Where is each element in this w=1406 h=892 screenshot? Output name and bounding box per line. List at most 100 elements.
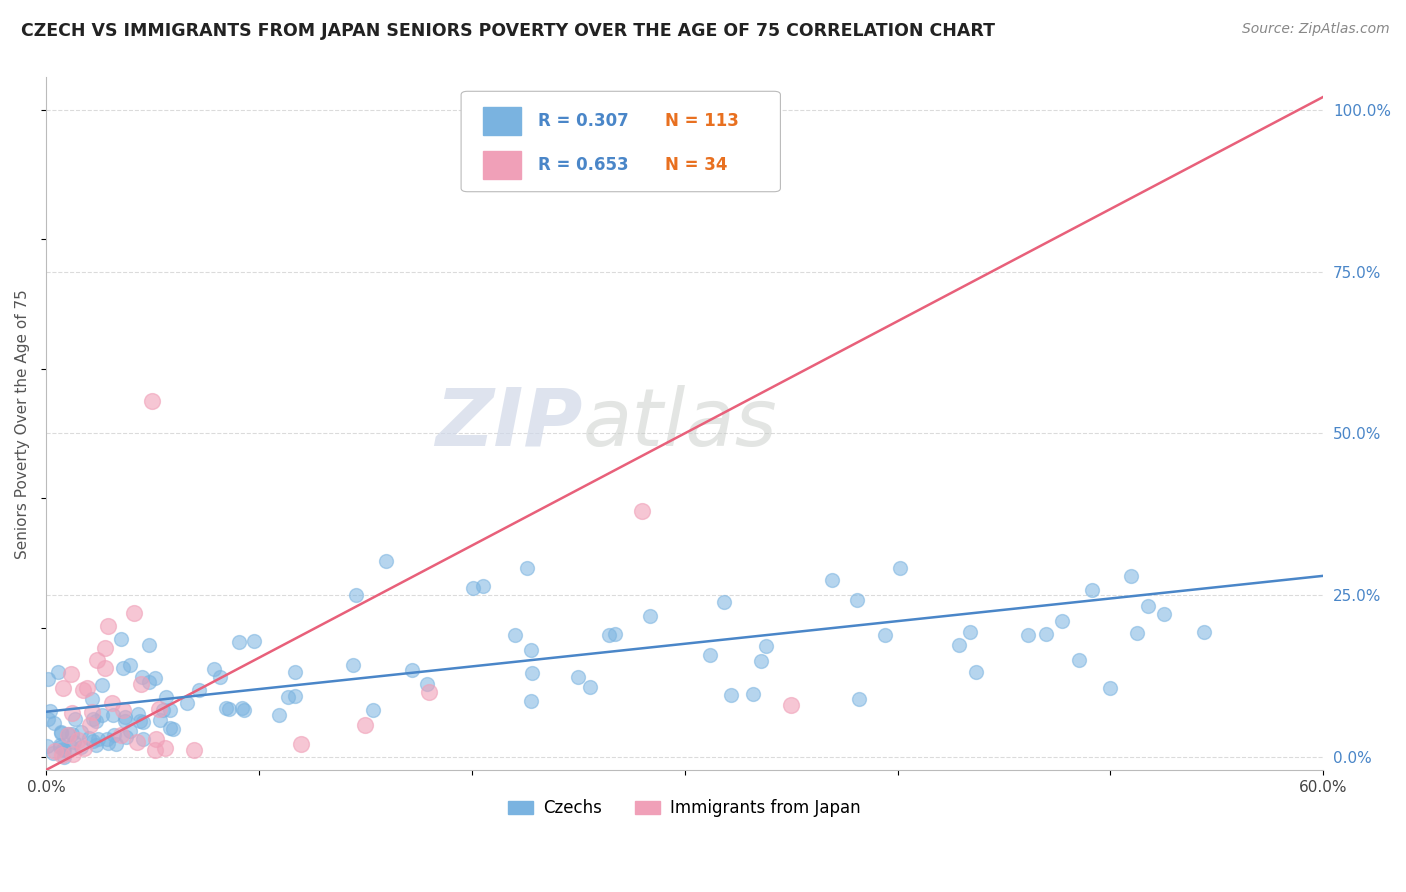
Point [60,666,83,681]
Point [132,732,155,747]
Point [755,640,778,654]
Point [1137,599,1160,614]
Point [176,696,198,710]
Point [520,642,543,657]
Point [143,743,166,757]
Text: Source: ZipAtlas.com: Source: ZipAtlas.com [1241,22,1389,37]
Point [846,592,869,607]
Point [361,703,384,717]
Point [37,672,59,686]
Point [742,688,765,702]
Point [82,734,104,748]
Point [84,714,107,728]
Text: N = 34: N = 34 [665,156,728,174]
Point [138,675,160,690]
Point [82,712,104,726]
Point [148,702,170,716]
Point [79,718,101,732]
Point [209,670,232,684]
Point [53,743,76,757]
Point [73,740,96,755]
Point [848,691,870,706]
Point [713,595,735,609]
Point [344,588,367,602]
Point [97,736,120,750]
Point [129,714,152,728]
Text: R = 0.307: R = 0.307 [537,112,628,130]
Point [638,609,661,624]
Text: ZIP: ZIP [434,384,582,463]
Point [202,662,225,676]
Point [749,654,772,668]
Point [1119,569,1142,583]
Point [69,739,91,754]
Point [1017,628,1039,642]
Point [131,669,153,683]
Point [122,606,145,620]
Point [579,680,602,694]
Point [93,661,115,675]
FancyBboxPatch shape [482,151,522,178]
Point [127,707,149,722]
Point [267,708,290,723]
Point [1153,607,1175,621]
Point [52,750,75,764]
Point [522,665,544,680]
Point [112,703,135,717]
Point [472,579,495,593]
Point [60,739,83,754]
Point [965,665,987,679]
Point [80,691,103,706]
Point [520,694,543,708]
Point [162,723,184,737]
Point [242,634,264,648]
Point [103,728,125,742]
Point [155,690,177,704]
Point [77,731,100,745]
Point [48,740,70,755]
Point [155,740,177,755]
Point [63,735,86,749]
Point [231,701,253,715]
Point [889,561,911,575]
Point [516,561,538,575]
Point [56,728,79,742]
Point [114,730,136,744]
Point [103,708,125,723]
Point [418,685,440,699]
Point [96,732,118,747]
Point [49,738,72,752]
Point [93,641,115,656]
Point [132,715,155,730]
Point [138,639,160,653]
Point [780,698,803,713]
Point [567,670,589,684]
Point [110,632,132,646]
Point [97,618,120,632]
Point [699,648,721,663]
Point [1126,626,1149,640]
Point [284,665,307,680]
Point [188,682,211,697]
Point [354,717,377,731]
Point [277,690,299,705]
Point [416,677,439,691]
FancyBboxPatch shape [482,107,522,135]
Text: CZECH VS IMMIGRANTS FROM JAPAN SENIORS POVERTY OVER THE AGE OF 75 CORRELATION CH: CZECH VS IMMIGRANTS FROM JAPAN SENIORS P… [21,22,995,40]
Point [228,635,250,649]
Point [120,657,142,672]
Point [66,733,89,747]
Point [37,712,59,726]
Point [503,628,526,642]
Point [86,732,108,747]
Point [218,702,240,716]
Point [90,678,112,692]
Point [110,728,132,742]
Point [821,574,844,588]
Point [86,653,108,667]
Point [44,744,66,758]
Point [1069,653,1091,667]
Legend: Czechs, Immigrants from Japan: Czechs, Immigrants from Japan [502,793,868,824]
Text: R = 0.653: R = 0.653 [537,156,628,174]
Point [374,554,396,568]
